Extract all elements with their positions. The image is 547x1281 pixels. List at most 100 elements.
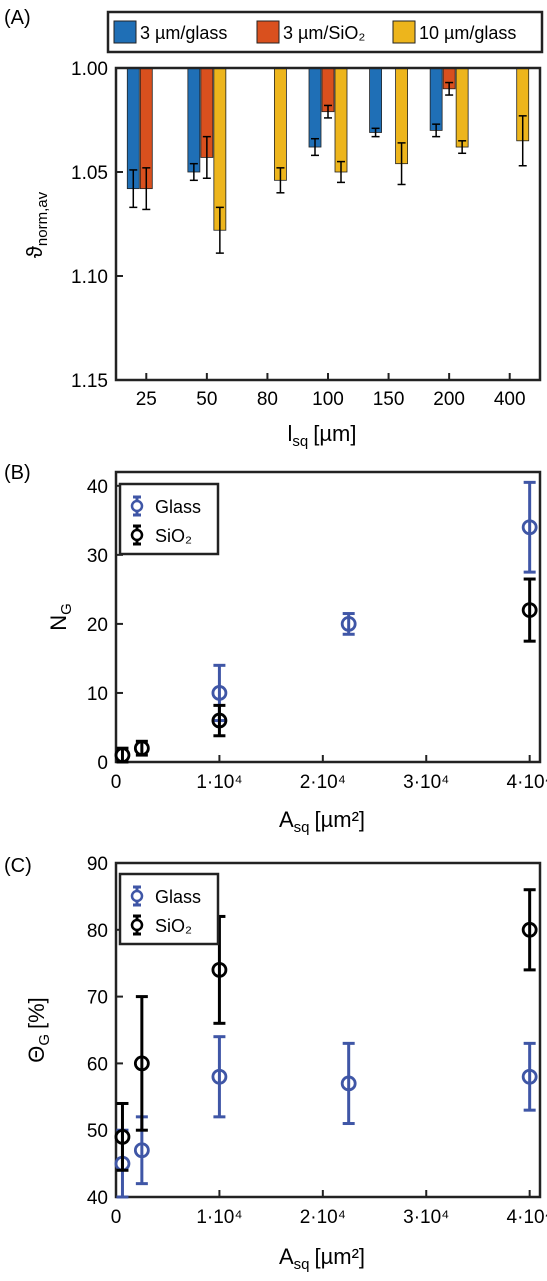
legend-label-glass: Glass: [155, 497, 201, 517]
point-glass: [133, 1142, 150, 1159]
point-glass: [521, 1068, 538, 1085]
panel-a-xlabel-unit: [µm]: [313, 421, 356, 446]
bar-10-m-glass-200: [455, 67, 469, 148]
legend-label-3um-glass: 3 µm/glass: [140, 23, 227, 43]
x-tick-label: 3·10⁴: [403, 772, 449, 793]
y-tick-label: 40: [87, 1188, 108, 1209]
panel-a: (A) 3 µm/glass 3 µm/SiO₂ 10 µm/glass 1.0…: [4, 7, 544, 450]
panel-b-label: (B): [4, 462, 31, 484]
panel-b-x-axis-label: Asq [µm²]: [279, 807, 365, 836]
bar-3-m-glass-200: [429, 67, 443, 131]
y-tick-label: 20: [87, 615, 108, 636]
panel-c-y-axis-label: ΘG [%]: [24, 997, 53, 1063]
point-sio2: [114, 747, 131, 763]
y-tick-label: 90: [87, 854, 108, 875]
x-tick-label: 80: [257, 389, 278, 410]
legend-label-10um-glass: 10 µm/glass: [419, 23, 516, 43]
y-tick-label: 70: [87, 988, 108, 1009]
panel-c-legend: Glass SiO₂: [118, 872, 220, 946]
panel-a-bars: [126, 67, 530, 254]
x-tick-label: 4·10⁴: [507, 772, 547, 793]
panel-b-legend: Glass SiO₂: [118, 482, 220, 556]
x-tick-label: 3·10⁴: [403, 1207, 449, 1228]
panel-b-x-ticks: 0 1·10⁴ 2·10⁴ 3·10⁴ 4·10⁴: [111, 755, 547, 793]
x-tick-label: 1·10⁴: [196, 1207, 242, 1228]
y-tick-label: 10: [87, 684, 108, 705]
point-sio2: [521, 921, 538, 938]
legend-marker-circle: [130, 918, 144, 932]
point-glass: [211, 685, 228, 701]
panel-a-legend: 3 µm/glass 3 µm/SiO₂ 10 µm/glass: [106, 10, 544, 54]
legend-label-3um-sio2: 3 µm/SiO₂: [283, 23, 365, 43]
x-tick-label: 200: [433, 389, 465, 410]
x-tick-label: 100: [312, 389, 344, 410]
x-tick-label: 4·10⁴: [507, 1207, 547, 1228]
panel-c-x-axis-label: Asq [µm²]: [279, 1244, 365, 1273]
panel-a-x-axis-label: lsq [µm]: [288, 421, 357, 450]
point-sio2: [211, 712, 228, 729]
panel-c-xlabel-sub: sq: [294, 1256, 310, 1273]
x-tick-label: 150: [373, 389, 405, 410]
legend-marker-sio2: [130, 524, 144, 546]
y-tick-label: 1.05: [71, 163, 108, 184]
legend-swatch-3um-glass: [113, 20, 137, 44]
point-glass: [521, 519, 538, 536]
point-sio2: [521, 602, 538, 618]
panel-c-ylabel-sub: G: [36, 1034, 53, 1046]
panel-c-x-ticks: 0 1·10⁴ 2·10⁴ 3·10⁴ 4·10⁴: [111, 1190, 547, 1228]
panel-a-ylabel-main: ϑ: [22, 246, 47, 258]
panel-c-ylabel-main: Θ: [24, 1046, 49, 1063]
panel-a-y-axis-label: ϑnorm,av: [22, 191, 51, 258]
point-glass: [340, 1075, 357, 1092]
legend-marker-circle: [130, 889, 144, 903]
x-tick-label: 2·10⁴: [300, 772, 346, 793]
legend-marker-glass: [130, 495, 144, 517]
y-tick-label: 1.15: [71, 371, 108, 392]
panel-b-y-axis-label: NG: [46, 603, 75, 631]
bar-10-m-glass-100: [334, 67, 348, 173]
legend-label-sio2: SiO₂: [155, 916, 192, 936]
legend-marker-glass: [130, 885, 144, 907]
panel-c-xlabel-unit: [µm²]: [314, 1244, 365, 1269]
y-tick-label: 30: [87, 546, 108, 567]
point-glass: [211, 1068, 228, 1085]
y-tick-label: 1.10: [71, 267, 108, 288]
panel-c-xlabel-main: A: [279, 1244, 294, 1269]
point-sio2: [133, 740, 150, 757]
panel-b-axes-box: [114, 470, 542, 764]
panel-b-ylabel-main: N: [46, 615, 71, 631]
y-tick-label: 60: [87, 1054, 108, 1075]
x-tick-label: 50: [196, 389, 217, 410]
panel-a-xlabel-sub: sq: [292, 433, 308, 450]
panel-c-ylabel-unit: [%]: [24, 997, 49, 1029]
legend-swatch-10um-glass: [392, 20, 416, 44]
panel-c-axes-box: [114, 861, 542, 1199]
x-tick-label: 0: [111, 1207, 122, 1228]
bar-3-m-glass-50: [187, 67, 201, 173]
panel-b-xlabel-sub: sq: [294, 819, 310, 836]
bar-10-m-glass-80: [274, 67, 287, 181]
legend-marker-sio2: [130, 914, 144, 936]
y-tick-label: 80: [87, 921, 108, 942]
bar-3-m-glass-150: [369, 67, 382, 133]
legend-marker-circle: [130, 528, 144, 542]
x-tick-label: 1·10⁴: [196, 772, 242, 793]
y-tick-label: 1.00: [71, 59, 108, 80]
panel-a-label: (A): [4, 7, 31, 29]
y-tick-label: 0: [97, 753, 108, 774]
panel-b: (B) 0 10 20 30 40 0 1·10⁴ 2·10⁴ 3·10⁴ 4·10⁴ Glas…: [4, 462, 547, 836]
panel-c-label: (C): [4, 855, 32, 877]
panel-b-xlabel-main: A: [279, 807, 294, 832]
panel-b-points: [114, 480, 538, 764]
panel-a-ylabel-sub: norm,av: [34, 191, 51, 246]
point-sio2: [133, 1055, 150, 1072]
panel-b-xlabel-unit: [µm²]: [314, 807, 365, 832]
panel-c-points: [114, 888, 538, 1199]
legend-swatch-3um-sio2: [256, 20, 280, 44]
legend-label-glass: Glass: [155, 887, 201, 907]
y-tick-label: 40: [87, 477, 108, 498]
panel-c-y-ticks: 40 50 60 70 80 90: [87, 854, 123, 1209]
panel-a-legend-box: [106, 10, 544, 54]
